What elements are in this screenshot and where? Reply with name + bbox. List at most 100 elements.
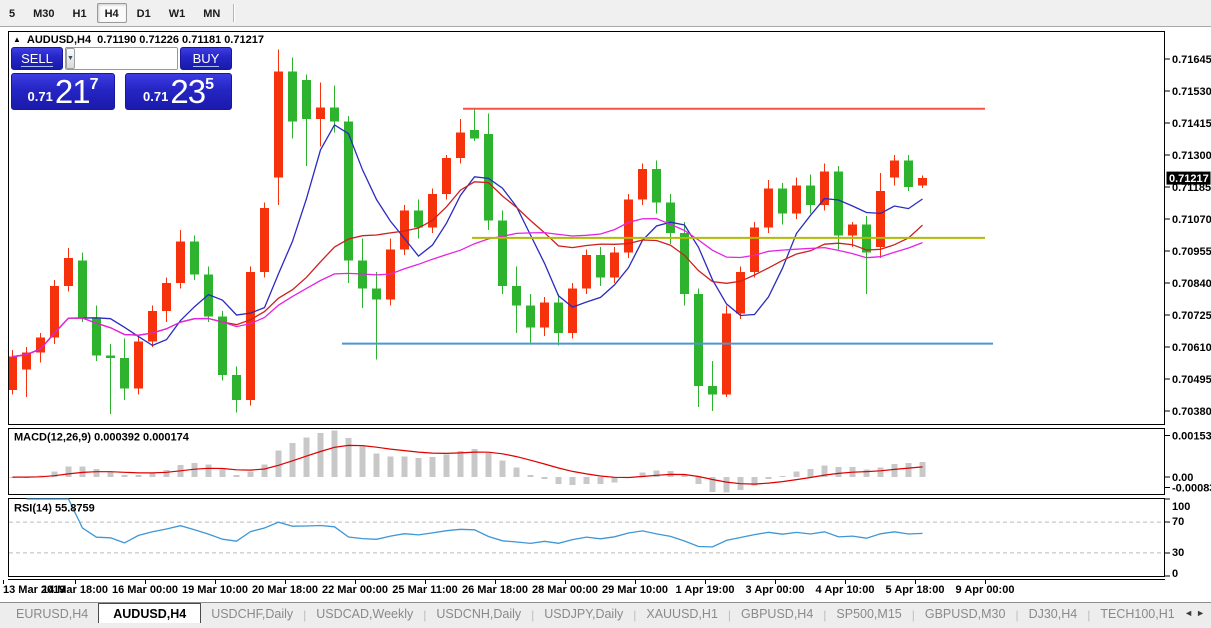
current-price-badge: 0.71217 bbox=[1166, 171, 1211, 185]
tab-scroll-left-icon[interactable]: ◄ bbox=[1184, 608, 1197, 618]
sell-price-pip: 7 bbox=[89, 76, 99, 93]
svg-text:20 Mar 18:00: 20 Mar 18:00 bbox=[252, 584, 318, 596]
price-axis[interactable]: 0.71645 0.71530 0.71415 0.71300 0.71185 0.710… bbox=[1165, 54, 1211, 580]
toolbar-separator bbox=[233, 4, 236, 22]
chart-tab-tech100-h1[interactable]: TECH100,H1 bbox=[1100, 606, 1175, 621]
timeframe-button-d1[interactable]: D1 bbox=[136, 7, 151, 20]
sell-price-big: 21 bbox=[54, 73, 91, 110]
svg-text:25 Mar 11:00: 25 Mar 11:00 bbox=[392, 584, 457, 596]
svg-text:0.00: 0.00 bbox=[1172, 472, 1193, 484]
tab-separator: | bbox=[531, 607, 535, 622]
svg-text:4 Apr 10:00: 4 Apr 10:00 bbox=[816, 584, 875, 596]
ohlc-open: 0.71190 bbox=[97, 34, 137, 46]
svg-text:0.71185: 0.71185 bbox=[1172, 182, 1211, 194]
svg-text:0.71530: 0.71530 bbox=[1172, 86, 1211, 98]
chart-tab-dj30-h4[interactable]: DJ30,H4 bbox=[1028, 606, 1078, 621]
ohlc-low: 0.71181 bbox=[182, 34, 222, 46]
sell-button[interactable]: SELL bbox=[11, 47, 63, 70]
svg-text:19 Mar 10:00: 19 Mar 10:00 bbox=[182, 584, 248, 596]
svg-text:-0.000835: -0.000835 bbox=[1172, 483, 1211, 495]
buy-button[interactable]: BUY bbox=[180, 47, 232, 70]
svg-text:9 Apr 00:00: 9 Apr 00:00 bbox=[956, 584, 1015, 596]
svg-text:0.71217: 0.71217 bbox=[1169, 173, 1209, 185]
svg-text:0.70380: 0.70380 bbox=[1172, 406, 1211, 418]
sell-price-tile[interactable]: 0.71 21 7 bbox=[11, 73, 115, 110]
svg-text:0.70840: 0.70840 bbox=[1172, 278, 1211, 290]
chart-area[interactable]: 0.71645 0.71530 0.71415 0.71300 0.71185 0.710… bbox=[0, 30, 1211, 602]
svg-text:0.71415: 0.71415 bbox=[1172, 118, 1211, 130]
ma-line-slow bbox=[12, 217, 923, 358]
tab-separator: | bbox=[303, 607, 307, 622]
tab-separator: | bbox=[1015, 607, 1019, 622]
timeframe-button-h1[interactable]: H1 bbox=[72, 7, 87, 20]
buy-price-big: 23 bbox=[170, 73, 206, 110]
chart-tab-gbpusd-m30[interactable]: GBPUSD,M30 bbox=[924, 606, 1006, 621]
price-chart-canvas[interactable]: 0.716450.715300.714150.713000.711850.710… bbox=[0, 30, 1211, 602]
svg-text:29 Mar 10:00: 29 Mar 10:00 bbox=[602, 584, 668, 596]
chart-tabs-bar: EURUSD,H4 AUDUSD,H4 USDCHF,Daily | USDCAD,We… bbox=[0, 602, 1211, 628]
svg-text:0.71300: 0.71300 bbox=[1172, 150, 1211, 162]
tab-separator: | bbox=[911, 607, 915, 622]
chart-header: ▲ AUDUSD,H4 0.71190 0.71226 0.71181 0.71… bbox=[13, 34, 264, 46]
chart-tab-xauusd-h1[interactable]: XAUUSD,H1 bbox=[646, 606, 718, 621]
svg-text:100: 100 bbox=[1172, 501, 1190, 513]
svg-text:5 Apr 18:00: 5 Apr 18:00 bbox=[886, 584, 945, 596]
chart-tab-gbpusd-h4[interactable]: GBPUSD,H4 bbox=[741, 606, 814, 621]
volume-input[interactable] bbox=[74, 48, 177, 69]
timeframe-button-w1[interactable]: W1 bbox=[168, 7, 186, 20]
svg-text:0.70725: 0.70725 bbox=[1172, 310, 1211, 322]
chart-tab-usdcad-weekly[interactable]: USDCAD,Weekly bbox=[316, 606, 414, 621]
svg-text:0.70610: 0.70610 bbox=[1172, 342, 1211, 354]
timeframe-button-5[interactable]: 5 bbox=[9, 7, 16, 20]
chart-tab-usdjpy-daily[interactable]: USDJPY,Daily bbox=[544, 606, 624, 621]
volume-decrease-button[interactable]: ▼ bbox=[66, 48, 75, 69]
chart-tab-usdchf-daily[interactable]: USDCHF,Daily bbox=[211, 606, 294, 621]
svg-text:13 Mar 2019: 13 Mar 2019 bbox=[3, 584, 65, 596]
svg-text:14 Mar 18:00: 14 Mar 18:00 bbox=[42, 584, 108, 596]
svg-text:0.001538: 0.001538 bbox=[1172, 431, 1211, 443]
macd-signal-line bbox=[12, 444, 923, 485]
svg-text:0: 0 bbox=[1172, 568, 1178, 580]
timeframe-button-h4[interactable]: H4 bbox=[96, 3, 127, 23]
svg-text:26 Mar 18:00: 26 Mar 18:00 bbox=[462, 584, 528, 596]
macd-label: MACD(12,26,9) 0.000392 0.000174 bbox=[14, 432, 190, 444]
timeframe-button-m30[interactable]: M30 bbox=[33, 7, 55, 20]
chart-tab-audusd-h4[interactable]: AUDUSD,H4 bbox=[98, 603, 202, 623]
tab-separator: | bbox=[423, 607, 427, 622]
tab-separator: | bbox=[1087, 607, 1091, 622]
ohlc-close: 0.71217 bbox=[224, 34, 264, 46]
buy-price-pip: 5 bbox=[205, 76, 214, 93]
svg-text:0.71070: 0.71070 bbox=[1172, 214, 1211, 226]
collapse-triangle-icon[interactable]: ▲ bbox=[13, 34, 21, 44]
buy-price-tile[interactable]: 0.71 23 5 bbox=[125, 73, 232, 110]
svg-text:28 Mar 00:00: 28 Mar 00:00 bbox=[532, 584, 598, 596]
sell-price-prefix: 0.71 bbox=[27, 89, 53, 104]
chart-tab-eurusd-h4[interactable]: EURUSD,H4 bbox=[16, 606, 89, 621]
ohlc-high: 0.71226 bbox=[139, 34, 180, 46]
svg-text:0.70495: 0.70495 bbox=[1172, 374, 1211, 386]
tab-scroll-right-icon[interactable]: ► bbox=[1196, 608, 1208, 618]
tab-separator: | bbox=[823, 607, 827, 622]
tab-separator: | bbox=[633, 607, 637, 622]
sell-button-label: SELL bbox=[21, 50, 53, 67]
chart-symbol-label: AUDUSD,H4 bbox=[26, 34, 92, 46]
tab-scroll-arrows[interactable]: ◄► bbox=[1184, 608, 1208, 618]
svg-text:0.71645: 0.71645 bbox=[1172, 54, 1211, 66]
timeframe-toolbar: 5 M30 H1 H4 D1 W1 MN bbox=[0, 0, 1211, 27]
timeframe-button-mn[interactable]: MN bbox=[203, 7, 221, 20]
buy-button-label: BUY bbox=[192, 50, 220, 67]
rsi-line bbox=[26, 498, 923, 548]
svg-text:30: 30 bbox=[1172, 547, 1184, 559]
chart-tab-usdcnh-daily[interactable]: USDCNH,Daily bbox=[436, 606, 522, 621]
buy-price-prefix: 0.71 bbox=[143, 89, 169, 104]
svg-text:1 Apr 19:00: 1 Apr 19:00 bbox=[676, 584, 735, 596]
svg-text:3 Apr 00:00: 3 Apr 00:00 bbox=[746, 584, 805, 596]
rsi-label: RSI(14) 55.8759 bbox=[14, 503, 95, 515]
svg-text:22 Mar 00:00: 22 Mar 00:00 bbox=[322, 584, 388, 596]
svg-text:0.70955: 0.70955 bbox=[1172, 246, 1211, 258]
chart-tab-sp500-m15[interactable]: SP500,M15 bbox=[836, 606, 902, 621]
svg-text:70: 70 bbox=[1172, 516, 1184, 528]
svg-text:16 Mar 00:00: 16 Mar 00:00 bbox=[112, 584, 178, 596]
one-click-trading-panel: SELL ▼ ▲ BUY 0.71 21 7 0.71 23 5 bbox=[11, 47, 232, 110]
